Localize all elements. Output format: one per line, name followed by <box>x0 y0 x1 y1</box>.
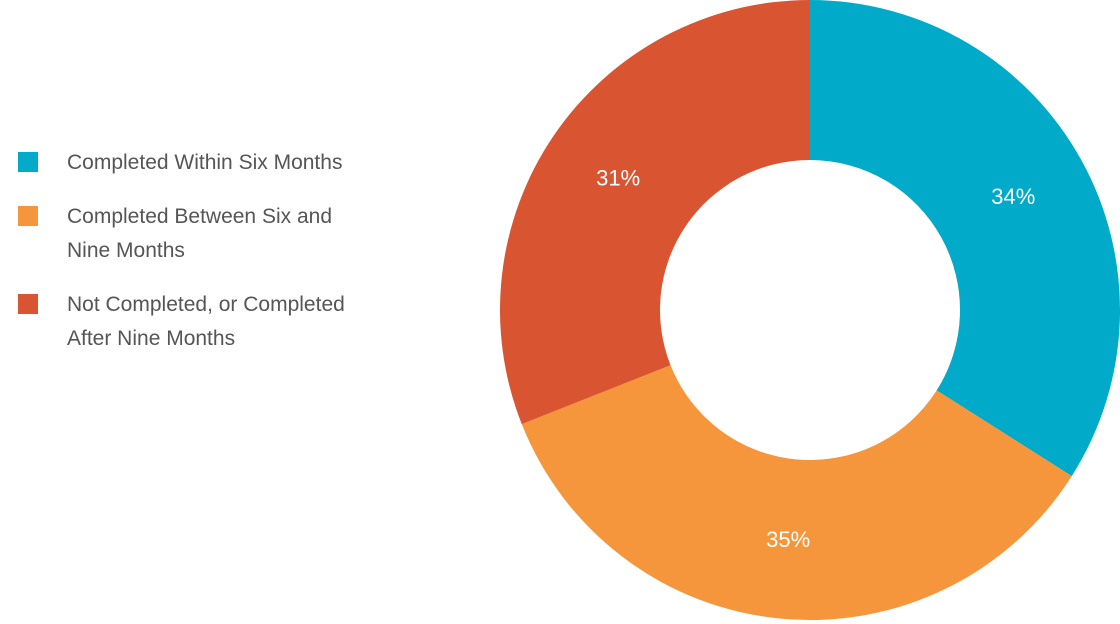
legend-label: Completed Between Six and Nine Months <box>67 205 332 262</box>
legend-item: Completed Between Six and Nine Months <box>18 200 372 268</box>
donut-slice <box>810 0 1120 477</box>
value-label: 31% <box>596 165 640 190</box>
legend-swatch <box>18 152 38 172</box>
legend-swatch <box>18 206 38 226</box>
legend-label: Completed Within Six Months <box>67 151 343 174</box>
donut-slice <box>521 365 1072 621</box>
donut-slice <box>499 0 810 425</box>
value-label: 34% <box>991 184 1035 209</box>
legend-label: Not Completed, or Completed After Nine M… <box>67 293 345 350</box>
value-label: 35% <box>766 527 810 552</box>
legend: Completed Within Six Months Completed Bet… <box>18 146 372 376</box>
legend-item: Completed Within Six Months <box>18 146 372 180</box>
legend-swatch <box>18 294 38 314</box>
legend-item: Not Completed, or Completed After Nine M… <box>18 288 372 356</box>
